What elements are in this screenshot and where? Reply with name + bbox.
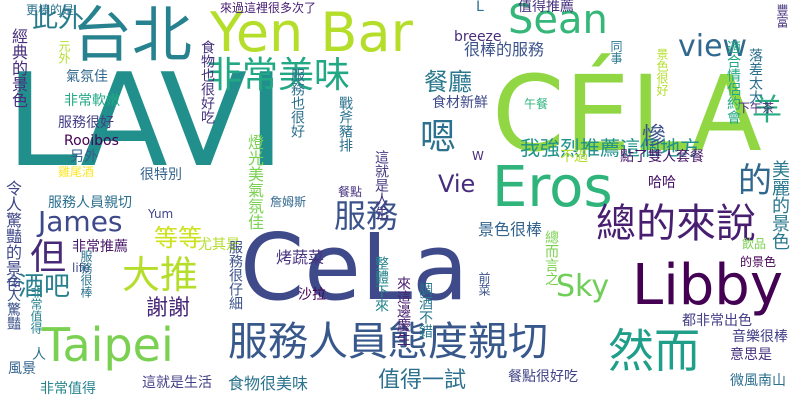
cloud-word: 非常美味 bbox=[206, 55, 351, 96]
cloud-word: 微風南山 bbox=[730, 373, 786, 389]
cloud-word: L bbox=[476, 0, 484, 15]
cloud-word: 酒吧 bbox=[18, 272, 71, 302]
cloud-word: 飲品 bbox=[742, 237, 767, 251]
cloud-word: 點了雙人套餐 bbox=[620, 149, 704, 165]
cloud-word: 的 bbox=[738, 161, 772, 201]
cloud-word: 來這邊慶生 bbox=[395, 276, 411, 346]
cloud-word: 更棒的是 bbox=[26, 3, 75, 17]
cloud-word: 戰斧豬排 bbox=[337, 96, 353, 152]
cloud-word: 台北 bbox=[72, 1, 192, 71]
cloud-word: 這就是生活 bbox=[142, 375, 212, 391]
cloud-word: Libby bbox=[632, 253, 783, 318]
cloud-word: 來過這裡很多次了 bbox=[220, 1, 317, 15]
cloud-word: 服務很仔細 bbox=[227, 240, 243, 310]
cloud-word: Sean bbox=[508, 0, 608, 43]
cloud-word: W bbox=[472, 149, 484, 163]
cloud-word: 美麗的景色 bbox=[769, 160, 790, 250]
cloud-word: 等等 bbox=[154, 224, 202, 252]
cloud-word: 前菜 bbox=[477, 272, 491, 296]
cloud-word: 令人驚豔的景色 bbox=[3, 180, 22, 292]
cloud-word: 餐廳 bbox=[424, 68, 472, 96]
cloud-word: 很特別 bbox=[140, 167, 182, 183]
cloud-word: 烤蔬菜 bbox=[276, 248, 325, 267]
cloud-word: 意思是 bbox=[730, 347, 772, 363]
cloud-word: view bbox=[678, 29, 748, 64]
cloud-word: 食物也很好吃 bbox=[199, 40, 215, 124]
cloud-word: 人 bbox=[32, 347, 46, 363]
cloud-word: 午餐 bbox=[524, 97, 549, 111]
cloud-word: 總的來說 bbox=[596, 201, 756, 247]
cloud-word: 服務 bbox=[334, 197, 399, 235]
cloud-word: 元外 bbox=[57, 40, 71, 64]
cloud-word: 風景 bbox=[8, 361, 36, 377]
cloud-word: 非常推薦 bbox=[72, 239, 128, 255]
cloud-word: 景色很好 bbox=[655, 48, 669, 96]
cloud-word: 服務人員態度親切 bbox=[228, 319, 548, 365]
cloud-word: 餐點 bbox=[338, 185, 363, 199]
cloud-word: 嗯 bbox=[420, 117, 457, 158]
cloud-word: 服務人員親切 bbox=[48, 195, 132, 211]
cloud-word: 氣氛佳 bbox=[66, 69, 108, 85]
cloud-word: Sky bbox=[556, 269, 610, 304]
cloud-word: Vie bbox=[438, 170, 476, 198]
cloud-word: 非常軟嫩 bbox=[64, 93, 120, 109]
cloud-word: 的景色 bbox=[740, 255, 777, 269]
cloud-word: 食物很美味 bbox=[228, 374, 309, 393]
cloud-word: 非常值得 bbox=[40, 381, 96, 397]
cloud-word: 服務很棒 bbox=[79, 250, 93, 298]
cloud-word: 令人驚豔 bbox=[5, 274, 21, 330]
cloud-word: CÉLA bbox=[492, 53, 762, 175]
cloud-word: 雞尾酒 bbox=[58, 165, 95, 179]
cloud-word: 經典的景色 bbox=[9, 28, 28, 108]
cloud-word: 調酒不錯 bbox=[417, 282, 433, 338]
cloud-word: 服務很好 bbox=[58, 115, 114, 131]
cloud-word: 總而言之 bbox=[543, 230, 559, 286]
cloud-word: 下午茶 bbox=[738, 101, 775, 115]
cloud-word: LAVI bbox=[6, 47, 285, 196]
cloud-word: Yum bbox=[148, 207, 174, 221]
cloud-word: 景色很棒 bbox=[478, 220, 543, 239]
cloud-word: 服務也很好 bbox=[289, 68, 305, 138]
cloud-word: life bbox=[72, 261, 91, 275]
cloud-word: 詹姆斯 bbox=[270, 195, 307, 209]
cloud-word: 音樂很棒 bbox=[732, 329, 788, 345]
cloud-word: 燈光美氣氛佳 bbox=[245, 134, 264, 230]
cloud-word: Eros bbox=[492, 155, 613, 220]
cloud-word: 都非常出色 bbox=[682, 313, 752, 329]
cloud-word: 適合情侶約會 bbox=[725, 40, 741, 124]
cloud-word: Yen Bar bbox=[210, 1, 413, 64]
cloud-word: Taipei bbox=[42, 318, 174, 372]
cloud-word: 值得推薦 bbox=[518, 0, 574, 15]
cloud-word: 哈哈 bbox=[648, 175, 676, 191]
cloud-word: 另外 bbox=[70, 149, 98, 165]
cloud-word: breeze bbox=[454, 29, 502, 45]
cloud-word: 羊 bbox=[752, 93, 782, 128]
cloud-word: 整體下來 bbox=[373, 256, 389, 312]
cloud-word: James bbox=[38, 205, 123, 238]
cloud-word: 尤其是 bbox=[198, 237, 240, 253]
cloud-word: 這就是人生 bbox=[373, 150, 389, 220]
cloud-word: 值得一試 bbox=[378, 368, 467, 393]
cloud-word: 豐富 bbox=[775, 4, 789, 28]
cloud-word: 沙拉 bbox=[298, 287, 326, 303]
cloud-word: 然而 bbox=[608, 324, 700, 378]
cloud-word: 慘 bbox=[642, 122, 666, 150]
cloud-word: 同事 bbox=[609, 40, 623, 64]
cloud-word: 食材新鮮 bbox=[432, 95, 488, 111]
cloud-word: 我強烈推薦這個地方 bbox=[520, 136, 700, 160]
cloud-word: 謝謝 bbox=[146, 296, 191, 321]
cloud-word: 大推 bbox=[122, 253, 199, 297]
cloud-word: 餐點很好吃 bbox=[508, 369, 578, 385]
cloud-word: 不過 bbox=[560, 149, 588, 165]
cloud-word: 但 bbox=[30, 237, 67, 278]
cloud-word: CeLa bbox=[240, 214, 469, 321]
cloud-word: 非常值得 bbox=[29, 286, 43, 334]
cloud-word: 此外 bbox=[32, 4, 85, 34]
cloud-word: 落差太大 bbox=[747, 48, 763, 104]
cloud-word: 很棒的服務 bbox=[464, 40, 545, 59]
cloud-word: Rooibos bbox=[64, 133, 119, 149]
